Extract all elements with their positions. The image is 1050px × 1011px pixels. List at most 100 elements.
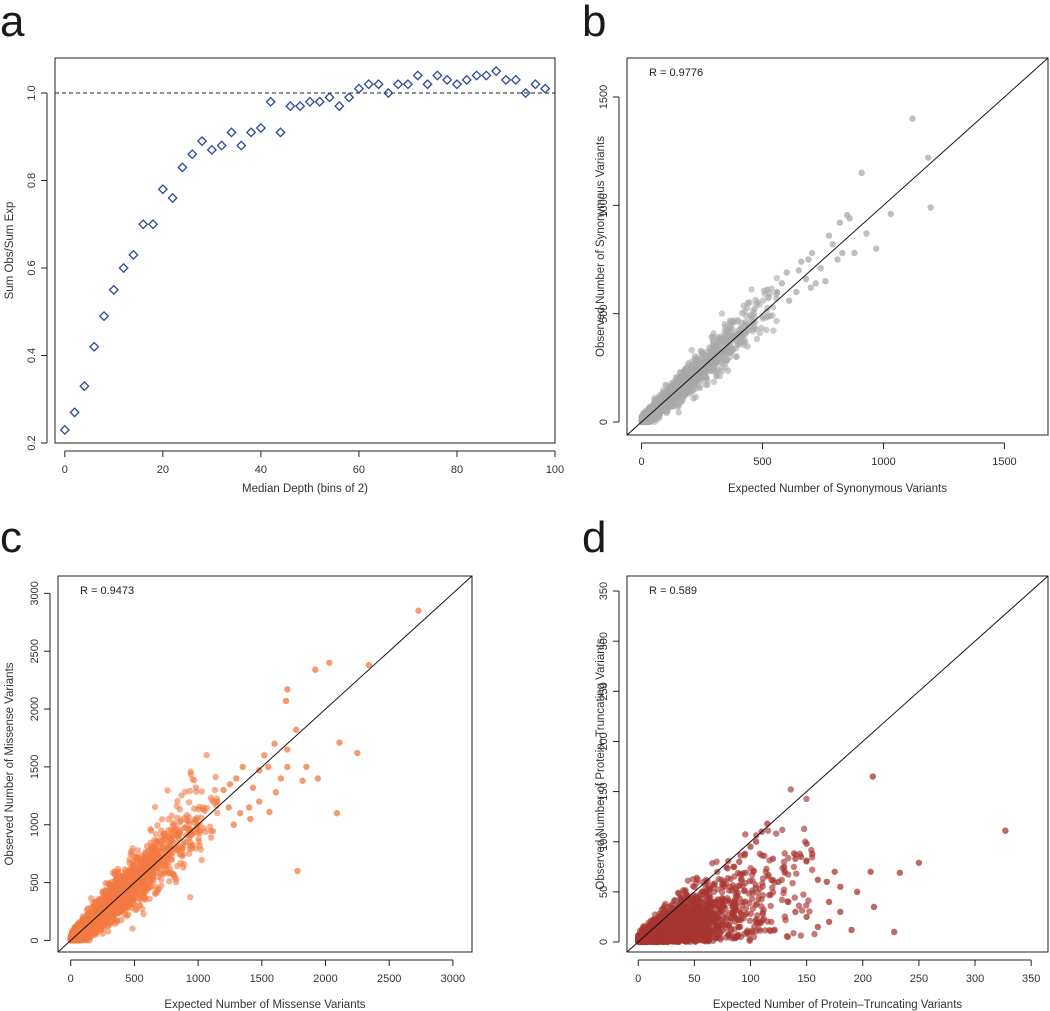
panel-b-data-point: [753, 335, 761, 343]
panel-c-data-point: [176, 806, 184, 813]
panel-c-data-point: [198, 788, 206, 795]
panel-b-outlier-point: [802, 275, 810, 283]
panel-c-data-point: [192, 784, 200, 791]
panel-d-chart: 0 50 100 150 200 250 300 3500501001502002503003…: [595, 575, 1049, 1011]
panel-b-x-tick-label: 1500: [992, 456, 1016, 468]
panel-a-x-tick-label: 40: [255, 464, 267, 476]
panel-b-data-point: [742, 328, 750, 336]
panel-b-outlier-point: [795, 267, 802, 274]
panel-letter-a: a: [0, 0, 25, 46]
panel-b-data-point: [699, 350, 706, 358]
panel-c-data-point: [159, 871, 166, 878]
panel-a-data-point: [314, 96, 325, 107]
panel-b-outlier-point: [785, 297, 793, 304]
panel-a-data-point: [157, 184, 168, 195]
panel-b-y-tick-label: 500: [598, 304, 610, 322]
panel-a-data-point: [236, 140, 247, 151]
panel-c-data-point: [156, 854, 164, 861]
panel-a-data-point: [285, 101, 296, 112]
panel-a-data-point: [461, 74, 472, 85]
panel-b-x-tick-label: 0: [638, 456, 644, 468]
panel-b-data-point: [763, 326, 770, 334]
panel-c-data-point: [167, 835, 174, 843]
panel-b-data-point: [709, 333, 716, 340]
panel-b-outlier-point: [778, 280, 786, 287]
panel-c-data-point: [165, 827, 172, 834]
panel-c-data-point: [109, 869, 117, 876]
panel-b-y-axis-label: Observed Number of Synonymous Variants: [595, 136, 607, 357]
panel-b-outlier-point: [836, 219, 844, 226]
panel-a-data-point: [147, 219, 159, 230]
panel-b-data-point: [715, 347, 723, 355]
panel-d-data-point: [800, 825, 808, 833]
panel-c-data-point: [173, 839, 181, 846]
panel-a-data-point: [275, 127, 286, 138]
panel-a-y-axis-label: Sum Obs/Sum Exp: [4, 202, 16, 300]
panel-c-data-point: [197, 846, 205, 853]
panel-c-data-point: [140, 910, 147, 918]
panel-b-data-point: [770, 327, 777, 334]
panel-c-data-point: [91, 928, 98, 936]
panel-a-data-point: [373, 79, 384, 90]
panel-c-data-point: [135, 854, 143, 862]
panel-a-data-point: [324, 92, 335, 103]
panel-a-data-point: [79, 381, 90, 392]
panel-b-data-point: [665, 388, 672, 396]
panel-a-data-point: [294, 101, 306, 112]
panel-a-data-point: [245, 127, 257, 138]
panel-c-outlier-point: [333, 809, 341, 817]
panel-c-data-point: [129, 925, 136, 932]
panel-c-data-point: [185, 799, 193, 806]
panel-b-data-point: [748, 286, 755, 293]
panel-c-data-point: [154, 863, 161, 870]
panel-c-data-point: [154, 873, 162, 880]
panel-c-data-point: [185, 850, 193, 857]
panel-b-outlier-point: [858, 169, 865, 177]
panel-c-data-point: [174, 830, 182, 837]
panel-b-outlier-point: [773, 288, 781, 296]
panel-c-x-tick-label: 500: [125, 973, 143, 985]
panel-c-data-point: [136, 893, 144, 901]
panel-a-y-tick-label: 1.0: [26, 85, 38, 100]
panel-b-data-point: [733, 353, 740, 360]
panel-c-x-tick-label: 3000: [441, 973, 465, 985]
panel-c-outlier-point: [284, 763, 291, 771]
panel-b-y-tick-label: 1500: [598, 85, 610, 109]
panel-b-data-point: [750, 324, 758, 331]
panel-a-x-tick-label: 20: [157, 464, 169, 476]
panel-c-data-point: [148, 857, 155, 864]
panel-c-data-point: [185, 817, 192, 825]
panel-b-data-point: [758, 324, 765, 332]
panel-a-data-point: [540, 83, 551, 94]
panel-c-outlier-point: [293, 726, 300, 734]
panel-a-x-tick-label: 80: [451, 464, 463, 476]
panel-c-data-point: [207, 834, 215, 841]
panel-b-data-point: [710, 342, 717, 350]
panel-d-x-axis-label: Expected Number of Protein–Truncating Va…: [713, 999, 963, 1011]
panel-b-plot-frame: [626, 57, 1049, 436]
panel-a-y-tick-label: 0.6: [26, 260, 38, 275]
panel-b-data-point: [692, 393, 699, 401]
panel-b-data-point: [740, 302, 747, 309]
panel-b-data-point: [710, 378, 718, 385]
panel-a-data-point: [481, 70, 492, 81]
panel-c-outlier-point: [266, 808, 273, 816]
panel-a-data-point: [59, 424, 70, 435]
panel-a-data-point: [187, 149, 198, 160]
panel-c-outlier-point: [271, 740, 278, 747]
panel-a-y-tick-label: 0.8: [26, 173, 38, 188]
panel-a-data-point: [363, 79, 374, 90]
panel-b-data-point: [647, 412, 654, 420]
panel-b-data-point: [671, 397, 679, 404]
panel-c-outlier-point: [214, 798, 221, 805]
panel-b-outlier-point: [808, 249, 816, 257]
panel-b-data-point: [701, 374, 708, 381]
panel-c-data-point: [178, 792, 185, 799]
panel-c-outlier-point: [256, 798, 263, 805]
panel-b-points: [627, 58, 1048, 435]
panel-b-data-point: [727, 342, 735, 350]
panel-b-data-point: [741, 320, 749, 327]
panel-letter-d: d: [582, 513, 606, 562]
